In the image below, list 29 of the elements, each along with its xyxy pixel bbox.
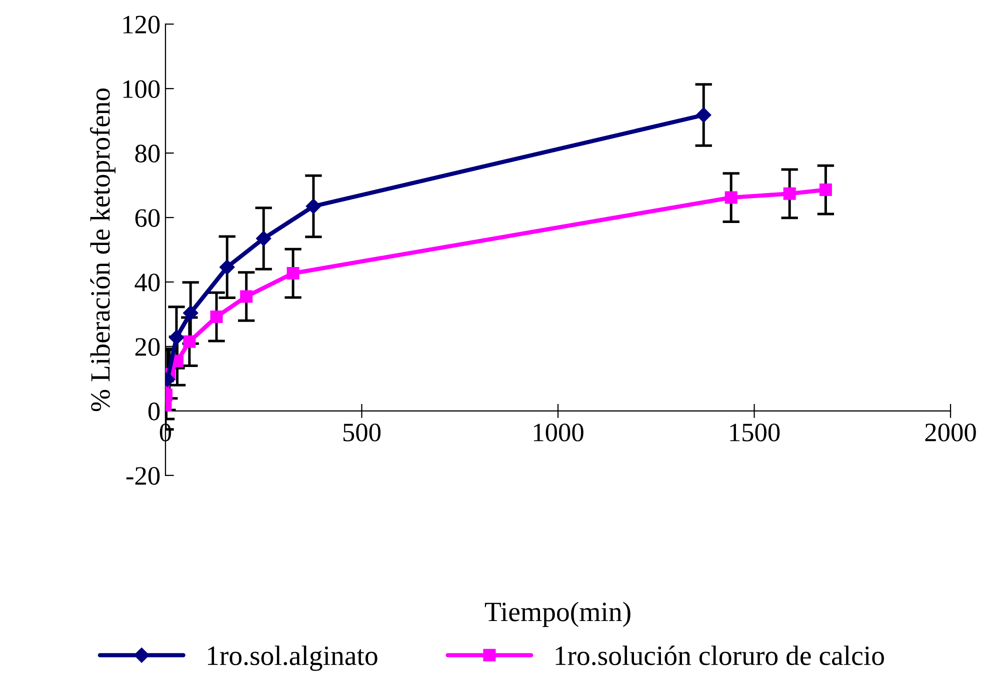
point bbox=[724, 191, 738, 204]
x-tick-label: 2000 bbox=[925, 424, 976, 442]
y-tick-label: -20 bbox=[126, 467, 160, 485]
point bbox=[210, 310, 223, 324]
point bbox=[306, 198, 322, 214]
point bbox=[168, 330, 184, 346]
y-tick-label: 60 bbox=[135, 209, 160, 227]
point bbox=[240, 290, 253, 303]
point bbox=[183, 335, 196, 348]
point bbox=[819, 184, 832, 196]
point bbox=[696, 107, 712, 123]
point bbox=[183, 305, 198, 321]
y-axis-title: % Liberación de ketoprofeno bbox=[90, 88, 116, 412]
point bbox=[256, 230, 272, 246]
x-axis-title: Tiempo(min) bbox=[484, 602, 630, 627]
y-tick-label: 20 bbox=[135, 338, 160, 356]
y-tick-label: 120 bbox=[123, 16, 160, 34]
point bbox=[220, 260, 235, 275]
point bbox=[286, 267, 300, 280]
x-tick-label: 500 bbox=[343, 424, 381, 442]
point bbox=[783, 187, 796, 200]
x-tick-label: 1500 bbox=[730, 424, 780, 442]
y-tick-label: 40 bbox=[134, 274, 160, 292]
legend-label: 1ro.solución cloruro de calcio bbox=[556, 646, 884, 666]
legend-label: 1ro.sol.alginato bbox=[208, 646, 378, 671]
y-tick-label: 0 bbox=[148, 402, 160, 420]
x-tick-label: 1000 bbox=[534, 424, 584, 442]
y-tick-label: 100 bbox=[123, 80, 160, 98]
y-tick-label: 80 bbox=[135, 144, 160, 162]
